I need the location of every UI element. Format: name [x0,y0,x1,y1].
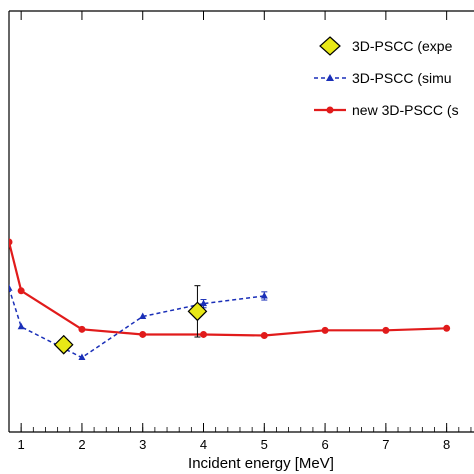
data-point-circle [443,324,451,332]
legend: 3D-PSCC (expe 3D-PSCC (simu new 3D-PSCC … [314,36,459,118]
series-line [9,287,265,359]
series-line [9,241,447,337]
data-point-circle [382,326,390,334]
data-point-diamond [53,334,74,355]
x-axis-ticks [20,11,472,432]
x-tick-label: 2 [78,437,85,452]
data-point-circle [78,325,86,333]
legend-entry-simulation: 3D-PSCC (simu [314,70,452,86]
legend-label-experiment: 3D-PSCC (expe [352,38,453,54]
data-point-circle [139,330,147,338]
data-point-triangle [200,299,208,307]
x-axis-title: Incident energy [MeV] [188,455,334,472]
x-tick-label: 4 [200,437,207,452]
legend-entry-experiment: 3D-PSCC (expe [319,36,453,56]
x-tick-label: 7 [382,437,389,452]
data-point-triangle [139,312,147,319]
legend-triangle-marker [326,74,334,81]
data-point-triangle [17,322,25,330]
legend-label-new: new 3D-PSCC (s [352,102,459,118]
x-tick-label: 5 [261,437,268,452]
data-point-circle [17,287,25,295]
data-point-triangle [78,353,86,361]
x-tick-label: 6 [321,437,328,452]
x-tick-label: 3 [139,437,146,452]
data-point-circle [260,331,268,339]
legend-label-simulation: 3D-PSCC (simu [352,70,452,86]
data-point-triangle [260,291,268,299]
data-point-triangle [9,284,13,291]
x-tick-label: 1 [18,437,25,452]
series-layer [9,238,451,361]
legend-diamond-marker [319,36,341,56]
x-axis-tick-labels: 1 2 3 4 5 6 7 8 [18,437,451,452]
legend-entry-new: new 3D-PSCC (s [314,102,459,118]
data-point-circle [9,238,13,246]
data-point-circle [200,330,208,338]
x-tick-label: 8 [443,437,450,452]
data-point-circle [321,326,329,334]
data-point-diamond [187,301,208,322]
legend-circle-marker [326,106,334,114]
